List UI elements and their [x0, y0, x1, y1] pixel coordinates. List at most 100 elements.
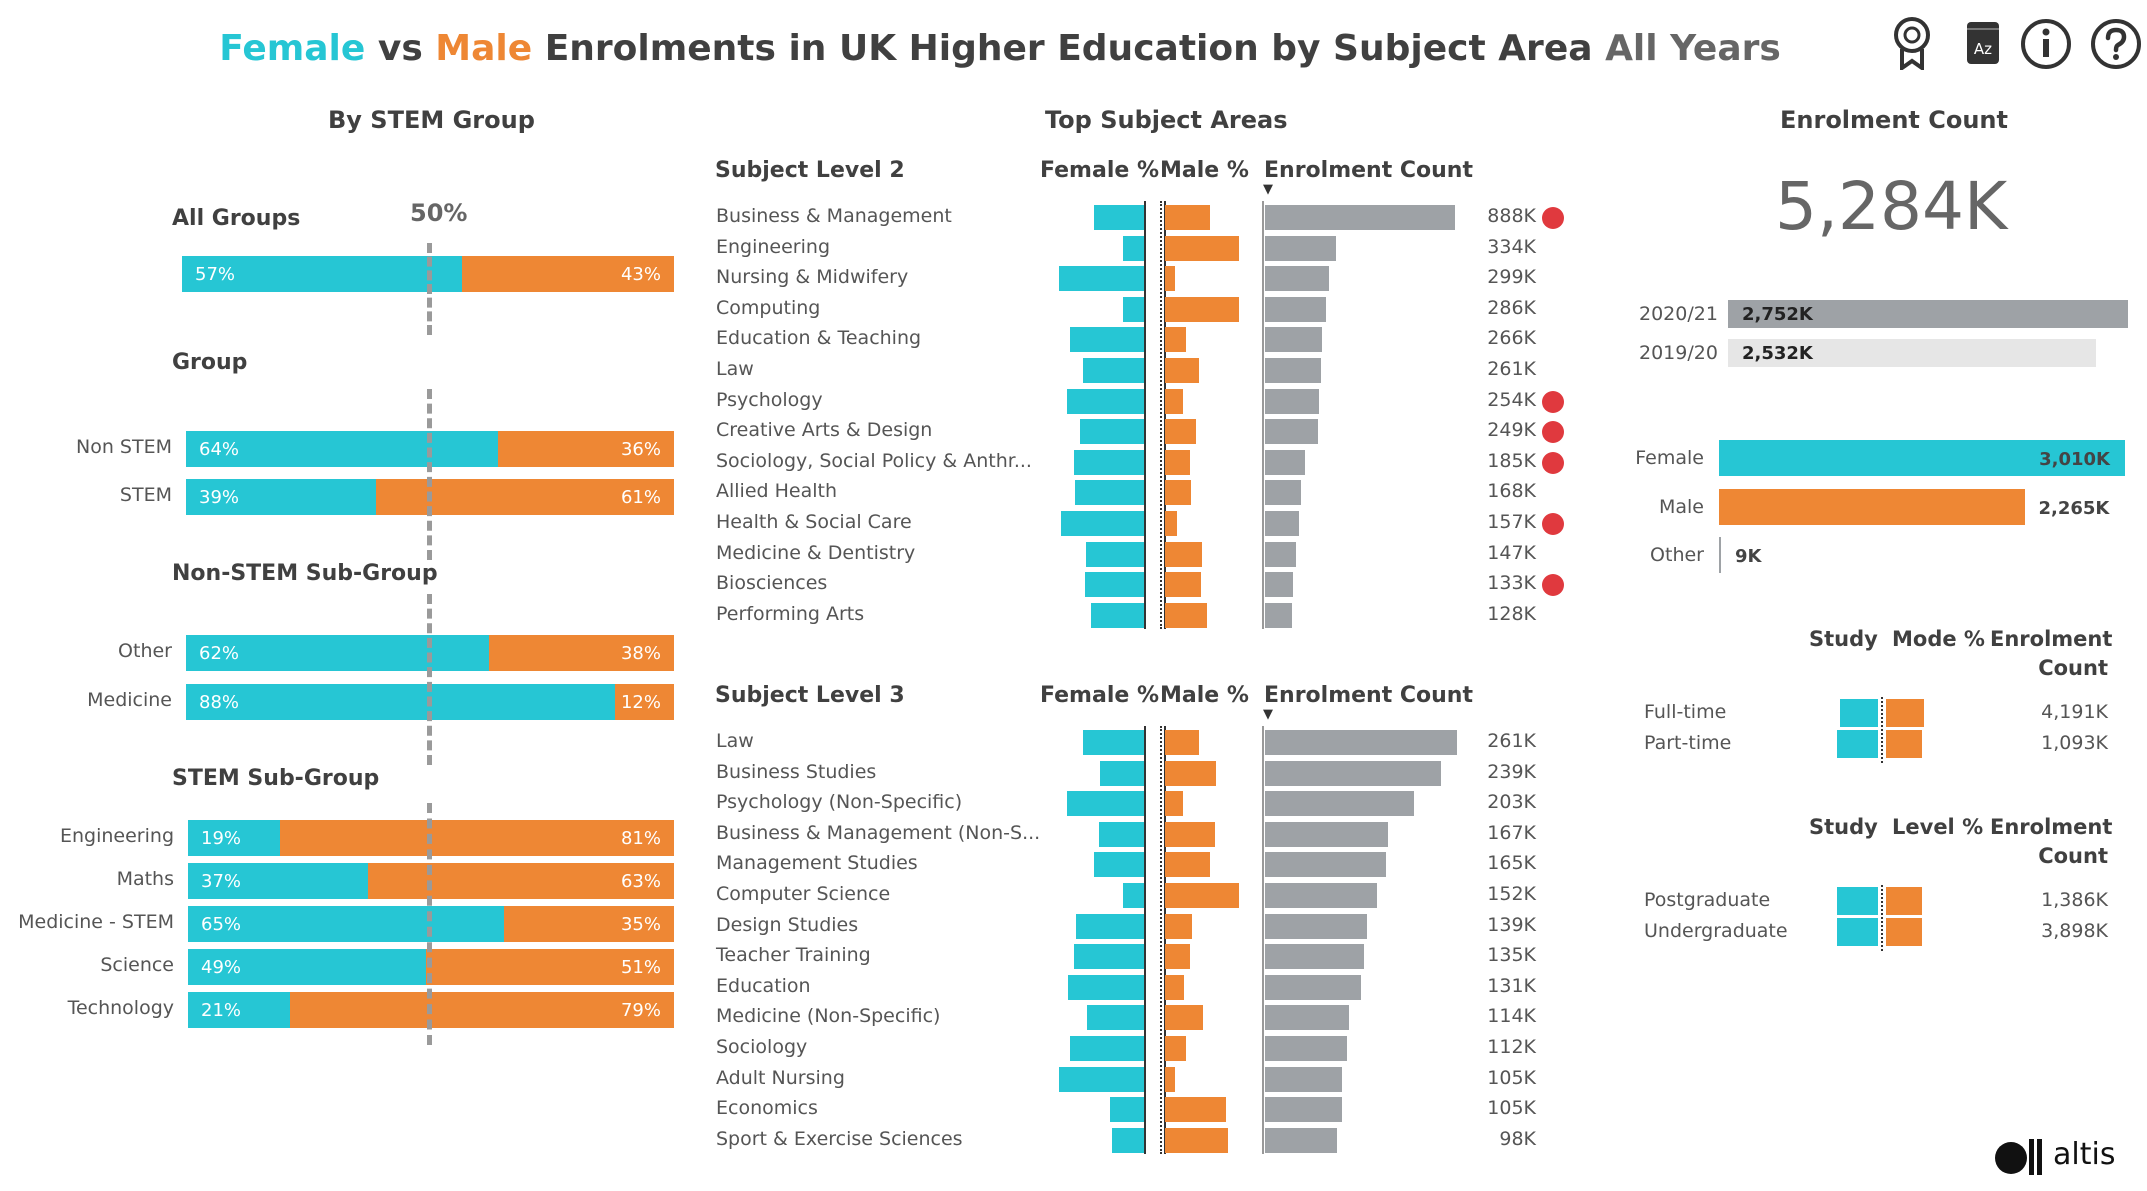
enrolment-count-bar: [1265, 1005, 1349, 1031]
title-years: All Years: [1605, 28, 1781, 69]
enrolment-count-value: 299K: [1487, 266, 1536, 289]
subject-name[interactable]: Management Studies: [716, 852, 918, 875]
enrolment-count-bar: [1265, 296, 1327, 322]
female-bar: [188, 906, 504, 942]
enrolment-count-bar: [1265, 602, 1293, 628]
subject-name[interactable]: Psychology: [716, 388, 823, 411]
subject-name[interactable]: Medicine & Dentistry: [716, 541, 916, 564]
stem-group-title: Non-STEM Sub-Group: [172, 561, 438, 586]
sex-label[interactable]: Male: [1658, 496, 1704, 518]
title-vs: vs: [365, 28, 436, 69]
subject-name[interactable]: Computing: [716, 296, 821, 319]
subject-name[interactable]: Sociology: [716, 1036, 808, 1058]
subject-name[interactable]: Education & Teaching: [716, 327, 922, 350]
subject-name[interactable]: Sport & Exercise Sciences: [716, 1127, 963, 1150]
study-row-label[interactable]: Part-time: [1644, 732, 1732, 754]
male-pct-bar: [1165, 791, 1184, 817]
female-pct-bar: [1068, 974, 1144, 1000]
enrolment-count-value: 168K: [1487, 480, 1536, 503]
male-pct-bar: [1165, 1097, 1226, 1123]
axis-divider: [1160, 201, 1162, 630]
subject-name[interactable]: Law: [716, 358, 754, 380]
stem-group-title: Group: [172, 350, 248, 375]
flag-indicator: [1542, 451, 1564, 474]
enrolment-count-value: 152K: [1487, 883, 1536, 905]
fifty-percent-line: [427, 594, 432, 765]
male-mini-bar: [1886, 699, 1925, 727]
subject-name[interactable]: Creative Arts & Design: [716, 419, 933, 442]
subject-name[interactable]: Nursing & Midwifery: [716, 266, 909, 289]
title-rest: Enrolments in UK Higher Education by Sub…: [532, 28, 1606, 69]
stem-group-title: STEM Sub-Group: [172, 766, 380, 791]
stem-row-label: Non STEM: [76, 436, 172, 458]
enrolment-count-value: 105K: [1487, 1066, 1536, 1089]
subject-name[interactable]: Law: [716, 730, 754, 752]
subject-name[interactable]: Adult Nursing: [716, 1066, 845, 1089]
male-pct-bar: [1165, 296, 1240, 322]
subject-name[interactable]: Business & Management (Non-S...: [716, 821, 1041, 844]
year-label[interactable]: 2019/20: [1639, 342, 1718, 364]
stem-row-label: Other: [118, 640, 172, 662]
pct-header: Level %: [1892, 815, 1984, 839]
male-pct-bar: [1165, 760, 1217, 786]
subject-name[interactable]: Performing Arts: [716, 602, 865, 625]
count-header[interactable]: Enrolment Count: [1264, 683, 1473, 708]
year-value: 2,752K: [1742, 304, 1813, 325]
subject-name[interactable]: Business & Management: [716, 205, 952, 227]
sort-desc-icon[interactable]: ▼: [1263, 182, 1273, 197]
study-row-count: 1,386K: [2041, 889, 2108, 911]
info-icon[interactable]: [2020, 18, 2072, 70]
male-bar: [290, 992, 674, 1028]
stem-row-label: Technology: [67, 997, 174, 1019]
count-header-line2: Count: [2038, 656, 2108, 680]
subject-name[interactable]: Economics: [716, 1097, 818, 1120]
study-row-label[interactable]: Undergraduate: [1644, 920, 1788, 942]
glossary-icon[interactable]: Az: [1965, 20, 2001, 66]
male-bar: [615, 684, 674, 720]
subject-name[interactable]: Allied Health: [716, 480, 838, 503]
sex-label[interactable]: Female: [1635, 447, 1704, 469]
subject-name[interactable]: Psychology (Non-Specific): [716, 791, 963, 814]
subject-name[interactable]: Teacher Training: [716, 944, 871, 967]
award-icon[interactable]: [1893, 16, 1931, 70]
male-pct-label: 81%: [620, 828, 661, 849]
subject-name[interactable]: Education: [716, 974, 811, 997]
year-label[interactable]: 2020/21: [1639, 303, 1718, 325]
subject-name[interactable]: Biosciences: [716, 572, 828, 595]
enrolment-count-bar: [1265, 449, 1305, 475]
sex-bar: [1719, 537, 1721, 573]
subject-name[interactable]: Health & Social Care: [716, 511, 912, 533]
male-pct-label: 35%: [620, 914, 661, 935]
study-row-label[interactable]: Full-time: [1644, 701, 1727, 723]
enrolment-count-value: 147K: [1487, 541, 1536, 564]
female-pct-label: 57%: [195, 264, 236, 285]
study-row-count: 3,898K: [2041, 920, 2108, 942]
sort-desc-icon[interactable]: ▼: [1263, 707, 1273, 722]
female-pct-bar: [1085, 572, 1144, 598]
enrolment-count-bar: [1265, 358, 1321, 383]
subject-name[interactable]: Sociology, Social Policy & Anthr...: [716, 449, 1032, 472]
male-pct-label: 61%: [620, 487, 661, 508]
enrolment-count-bar: [1265, 327, 1322, 353]
sex-label[interactable]: Other: [1650, 544, 1704, 566]
female-pct-bar: [1073, 449, 1144, 475]
help-icon[interactable]: [2090, 18, 2142, 70]
study-row-label[interactable]: Postgraduate: [1644, 889, 1771, 911]
male-pct-bar: [1165, 480, 1191, 506]
female-pct-label: 62%: [199, 643, 240, 664]
enrolment-count-value: 157K: [1487, 511, 1536, 533]
count-header-line1: Enrolment: [1990, 627, 2113, 651]
subject-name[interactable]: Computer Science: [716, 883, 891, 905]
altis-logo: altis: [1995, 1135, 2115, 1181]
enrolment-count-bar: [1265, 791, 1415, 817]
subject-name[interactable]: Business Studies: [716, 760, 877, 783]
subject-name[interactable]: Design Studies: [716, 913, 859, 936]
count-header[interactable]: Enrolment Count: [1264, 158, 1473, 183]
female-pct-label: 39%: [199, 487, 240, 508]
subject-name[interactable]: Medicine (Non-Specific): [716, 1005, 941, 1028]
enrolment-count-value: 334K: [1487, 235, 1536, 258]
male-bar: [462, 256, 674, 292]
flag-indicator: [1542, 574, 1564, 597]
enrolment-count-value: 249K: [1487, 419, 1536, 442]
subject-name[interactable]: Engineering: [716, 235, 830, 258]
